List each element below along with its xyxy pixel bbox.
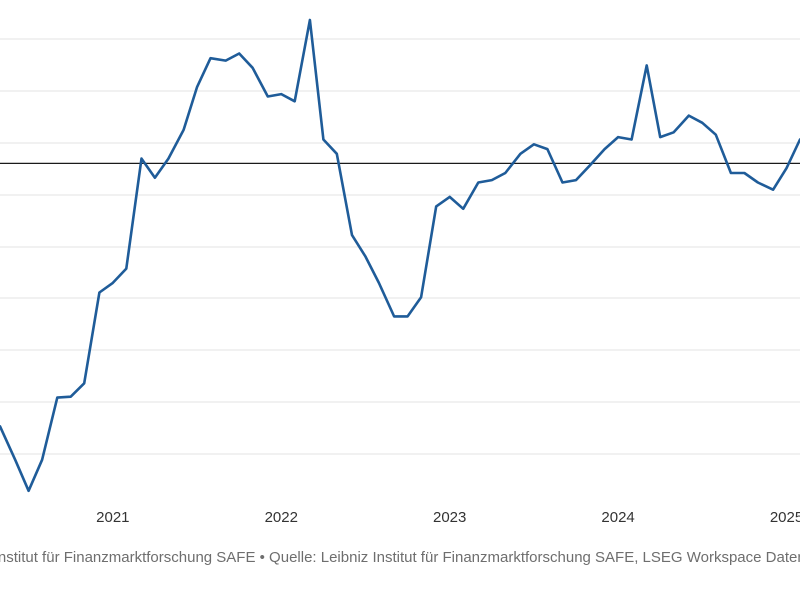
x-tick-label: 2025 <box>770 509 800 526</box>
x-tick-label: 2024 <box>601 509 634 526</box>
series-group <box>0 18 800 493</box>
x-tick-label: 2021 <box>96 509 129 526</box>
gridlines <box>0 38 800 455</box>
source-footer: Leibniz Institut für Finanzmarktforschun… <box>0 549 800 571</box>
series-line <box>0 18 800 493</box>
x-axis-ticks: 2021 2022 2023 2024 2025 <box>96 509 800 526</box>
x-tick-label: 2023 <box>433 509 466 526</box>
x-tick-label: 2022 <box>265 509 298 526</box>
source-footer-text: Leibniz Institut für Finanzmarktforschun… <box>0 549 800 566</box>
